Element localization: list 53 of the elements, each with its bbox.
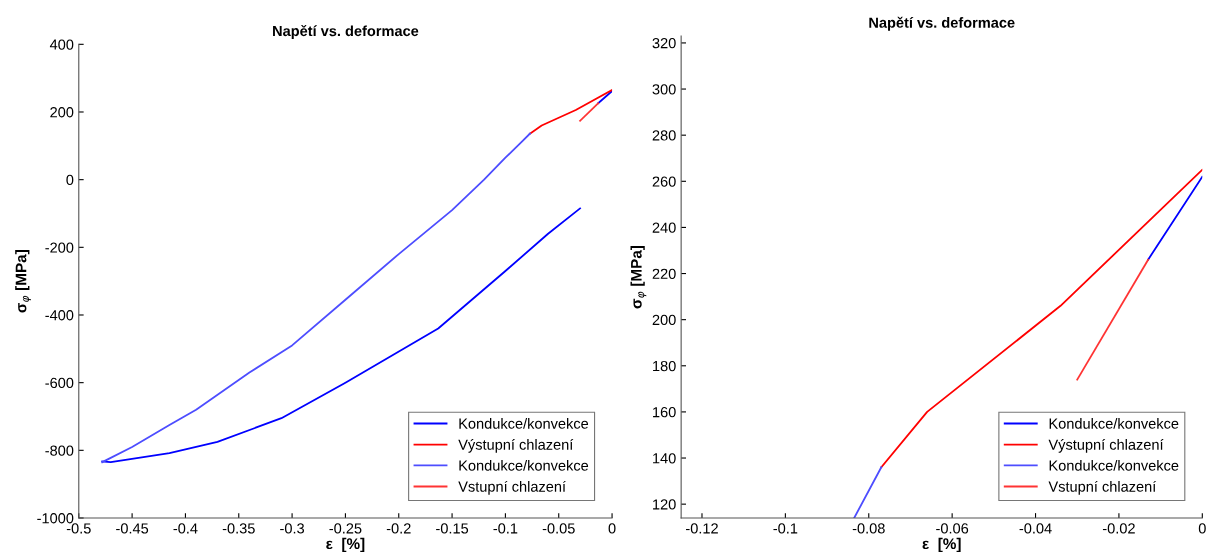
y-axis-title: σ$_{φ}$ [MPa] [630,245,647,309]
y-tick-label: -400 [45,310,74,321]
y-tick-label: 200 [50,107,74,118]
x-tick-label: -0.35 [222,523,255,534]
x-tick-label: -0.1 [493,523,518,534]
y-tick-label: 320 [652,38,676,49]
y-axis-title: σ$_{φ}$ [MPa] [15,250,31,313]
x-tick-label: 0 [1198,523,1206,534]
x-tick-label: -0.1 [773,523,798,534]
y-tick-label: -1000 [37,513,74,524]
legend-label: Kondukce/konvekce [1049,460,1179,471]
y-tick-label: 180 [653,360,676,372]
x-tick-label: -0.4 [173,523,198,534]
legend-label: Kondukce/konvekce [459,460,589,471]
legend-label: Vstupní chlazení [458,480,566,495]
x-tick-label: -0.5 [66,523,91,534]
x-tick-label: -0.02 [1102,523,1135,534]
legend-label: Kondukce/konvekce [1049,418,1179,429]
legend-label: Vstupní chlazení [1048,480,1157,495]
legend-label: Kondukce/konvekce [459,418,589,429]
x-tick-label: -0.08 [852,523,885,534]
x-tick-label: -0.25 [329,523,362,534]
chart-title: Napětí vs. deformace [869,16,1015,31]
y-tick-label: 400 [49,39,74,50]
y-tick-label: -600 [45,377,74,389]
y-tick-label: 140 [653,453,676,464]
x-tick-label: -0.05 [542,523,575,534]
x-tick-label: -0.04 [1019,523,1052,534]
line-series [880,168,1203,469]
y-tick-label: 240 [652,222,676,233]
y-tick-label: 220 [652,268,676,279]
y-tick-label: 160 [653,407,676,418]
x-axis-title: ε [%] [326,537,365,553]
x-tick-label: -0.3 [280,523,305,534]
chart-title: Napětí vs. deformace [273,25,419,40]
x-tick-label: -0.45 [116,523,149,534]
x-tick-label: -0.12 [686,523,718,534]
y-tick-label: 280 [652,130,676,141]
x-tick-label: 0 [608,523,616,534]
legend-label: Výstupní chlazení [458,438,574,453]
y-tick-label: 0 [66,174,74,186]
y-tick-label: 120 [653,499,676,510]
y-tick-label: 300 [652,84,676,95]
x-tick-label: -0.15 [436,523,469,534]
y-tick-label: -200 [45,242,74,253]
y-tick-label: 200 [652,314,676,326]
x-tick-label: -0.06 [936,523,969,534]
x-tick-label: -0.2 [386,523,411,534]
legend-label: Výstupní chlazení [1048,438,1164,453]
x-axis-title: ε [%] [922,537,961,553]
line-series [529,89,613,135]
y-tick-label: -800 [45,445,74,456]
y-tick-label: 260 [652,176,676,187]
